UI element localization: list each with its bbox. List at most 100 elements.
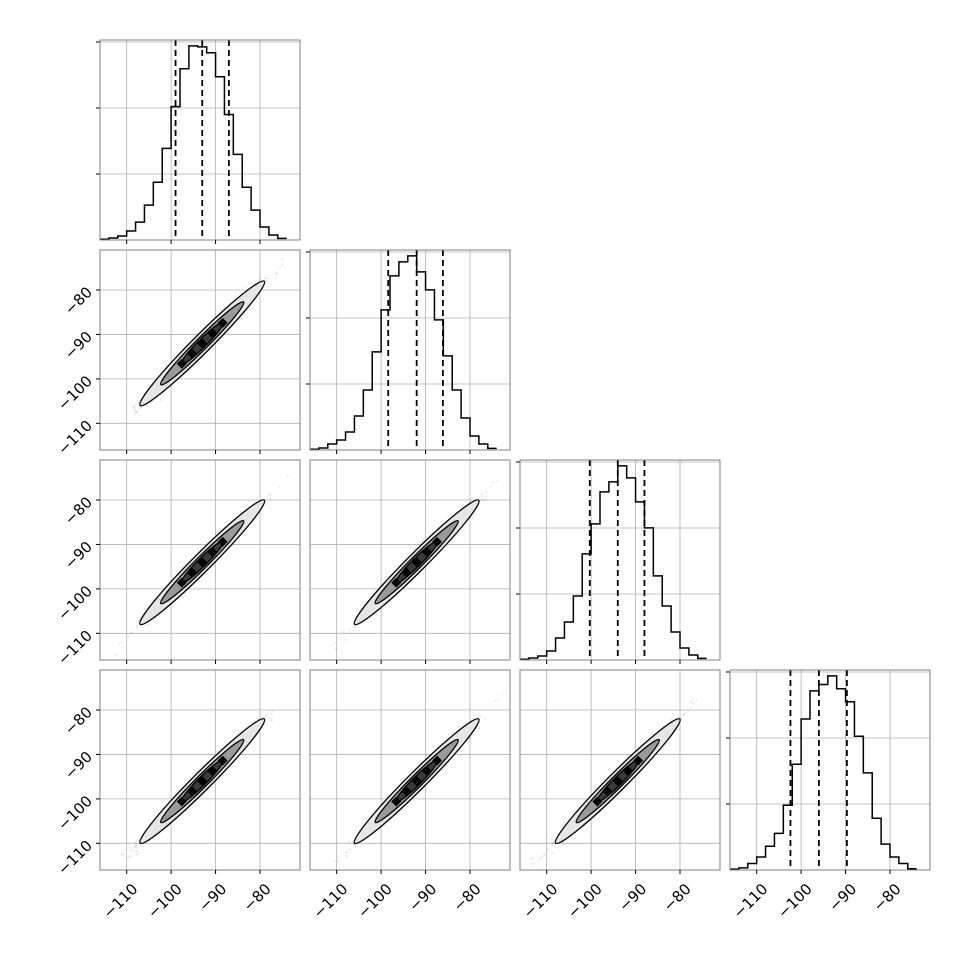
density-core xyxy=(432,755,443,766)
scatter-panel-2-1 xyxy=(309,459,511,664)
density-core xyxy=(187,786,197,797)
scatter-point xyxy=(275,271,278,275)
y-tick-label: −110 xyxy=(54,627,96,669)
scatter-panel-2-0: −110−100−90−80 xyxy=(54,459,301,669)
scatter-point xyxy=(343,638,347,641)
scatter-point xyxy=(134,411,137,415)
scatter-point xyxy=(135,626,139,629)
panel-frame xyxy=(99,669,301,871)
scatter-point xyxy=(122,646,125,649)
scatter-point xyxy=(187,370,190,373)
scatter-point xyxy=(133,845,137,848)
scatter-point xyxy=(256,717,259,721)
scatter-point xyxy=(494,699,497,703)
x-tick-label: −80 xyxy=(240,880,275,915)
density-core xyxy=(391,796,402,807)
scatter-point xyxy=(146,623,150,627)
histogram-step xyxy=(310,255,497,450)
histogram-step xyxy=(100,45,287,240)
scatter-point xyxy=(268,717,271,720)
scatter-point xyxy=(480,499,484,502)
scatter-point xyxy=(130,631,134,634)
density-core xyxy=(401,567,412,578)
scatter-point xyxy=(139,844,142,848)
scatter-point xyxy=(138,406,142,409)
scatter-point xyxy=(134,410,138,414)
x-tick-label: −100 xyxy=(144,880,186,922)
scatter-point xyxy=(262,716,265,719)
density-core xyxy=(176,577,187,588)
scatter-panel-3-1: −110 −100 −90 −80 xyxy=(309,669,511,922)
scatter-point xyxy=(477,727,481,731)
density-core xyxy=(411,776,422,787)
scatter-point xyxy=(479,714,483,717)
y-tick-label: −90 xyxy=(61,748,96,783)
x-tick-label: −110 xyxy=(310,880,352,922)
scatter-point xyxy=(344,854,348,857)
scatter-point xyxy=(346,851,349,854)
scatter-point xyxy=(355,844,359,847)
scatter-point xyxy=(137,852,140,855)
scatter-point xyxy=(145,404,148,407)
histogram-step xyxy=(520,465,707,660)
y-tick-label: −100 xyxy=(54,582,96,624)
scatter-point xyxy=(682,713,685,717)
scatter-point xyxy=(120,853,124,856)
scatter-point xyxy=(496,698,500,701)
y-tick-label: −80 xyxy=(61,703,96,738)
panel-frame xyxy=(309,249,511,451)
scatter-point xyxy=(334,647,338,650)
scatter-point xyxy=(133,408,137,411)
y-tick-label: −80 xyxy=(61,493,96,528)
scatter-point xyxy=(333,860,336,863)
scatter-point xyxy=(135,403,138,406)
scatter-point xyxy=(348,848,351,851)
scatter-points xyxy=(329,480,499,650)
x-tick-label: −90 xyxy=(405,880,440,915)
scatter-point xyxy=(159,398,163,402)
density-core xyxy=(187,567,197,578)
scatter-point xyxy=(136,843,139,846)
scatter-point xyxy=(270,718,273,722)
scatter-point xyxy=(264,714,268,718)
scatter-point xyxy=(502,692,505,695)
scatter-point xyxy=(348,629,351,632)
scatter-point xyxy=(135,846,138,849)
y-tick-label: −90 xyxy=(61,328,96,363)
y-tick-label: −100 xyxy=(54,372,96,414)
histogram-panel-2 xyxy=(516,459,721,664)
scatter-point xyxy=(264,716,267,719)
scatter-point xyxy=(266,276,269,280)
scatter-point xyxy=(337,855,340,859)
scatter-point xyxy=(129,632,133,635)
scatter-point xyxy=(127,855,130,859)
density-core xyxy=(207,547,218,557)
scatter-point xyxy=(478,496,481,499)
scatter-point xyxy=(345,856,349,859)
panel-frame xyxy=(309,459,511,661)
scatter-point xyxy=(336,860,340,863)
scatter-point xyxy=(275,272,278,276)
scatter-point xyxy=(280,263,284,266)
scatter-point xyxy=(538,857,542,861)
scatter-point xyxy=(115,653,118,657)
y-tick-label: −100 xyxy=(54,792,96,834)
scatter-point xyxy=(341,630,345,634)
density-core xyxy=(176,796,187,807)
scatter-point xyxy=(333,641,336,645)
scatter-point xyxy=(352,843,355,847)
scatter-point xyxy=(249,721,253,724)
scatter-panel-1-0: −110−100−90−80 xyxy=(54,249,301,458)
scatter-point xyxy=(481,494,484,498)
density-core xyxy=(197,557,208,568)
x-tick-label: −80 xyxy=(450,880,485,915)
panel-frame xyxy=(99,249,301,451)
scatter-point xyxy=(122,853,125,856)
scatter-point xyxy=(137,401,140,404)
scatter-point xyxy=(256,517,259,520)
scatter-point xyxy=(278,265,282,269)
scatter-point xyxy=(135,410,139,413)
scatter-point xyxy=(489,485,492,489)
scatter-point xyxy=(270,709,274,713)
scatter-point xyxy=(258,277,261,281)
